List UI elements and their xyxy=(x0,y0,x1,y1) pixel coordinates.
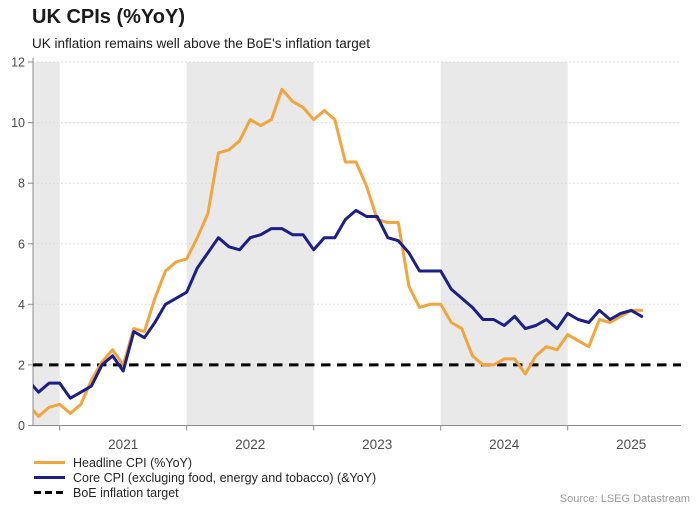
page-title: UK CPIs (%YoY) xyxy=(32,6,185,28)
y-tick-label: 6 xyxy=(18,237,25,251)
core-cpi-line xyxy=(33,208,644,400)
cpi-line-chart: 0 2 4 6 8 10 12 2021 2022 2023 2024 2025 xyxy=(11,56,681,452)
y-tick-label: 12 xyxy=(11,56,25,70)
legend-swatch-target-dashed-line xyxy=(34,491,65,494)
legend-item-core: Core CPI (excluging food, energy and tob… xyxy=(34,470,376,485)
year-band xyxy=(440,62,568,426)
x-tick-label: 2021 xyxy=(108,437,138,452)
x-tick-label: 2024 xyxy=(489,437,520,452)
source-credit: Source: LSEG Datastream xyxy=(559,493,690,505)
y-tick-label: 2 xyxy=(18,358,25,372)
y-tick-label: 10 xyxy=(11,116,25,130)
x-tick-label: 2025 xyxy=(616,437,646,452)
legend-swatch-core-line xyxy=(34,476,65,479)
legend-label-target: BoE inflation target xyxy=(73,485,179,500)
legend-item-target: BoE inflation target xyxy=(34,485,376,500)
legend-swatch-headline-line xyxy=(34,461,65,464)
chart-svg: 0 2 4 6 8 10 12 2021 2022 2023 2024 2025 xyxy=(11,56,681,452)
x-tick-label: 2022 xyxy=(235,437,265,452)
y-tick-label: 4 xyxy=(18,298,25,312)
page-subtitle: UK inflation remains well above the BoE'… xyxy=(32,36,371,51)
y-tick-label: 8 xyxy=(18,177,25,191)
y-tick-label: 0 xyxy=(18,419,25,433)
legend-item-headline: Headline CPI (%YoY) xyxy=(34,455,376,470)
legend-label-core: Core CPI (excluging food, energy and tob… xyxy=(73,470,377,485)
legend-label-headline: Headline CPI (%YoY) xyxy=(73,455,193,470)
x-tick-label: 2023 xyxy=(362,437,392,452)
chart-legend: Headline CPI (%YoY) Core CPI (excluging … xyxy=(34,455,376,500)
